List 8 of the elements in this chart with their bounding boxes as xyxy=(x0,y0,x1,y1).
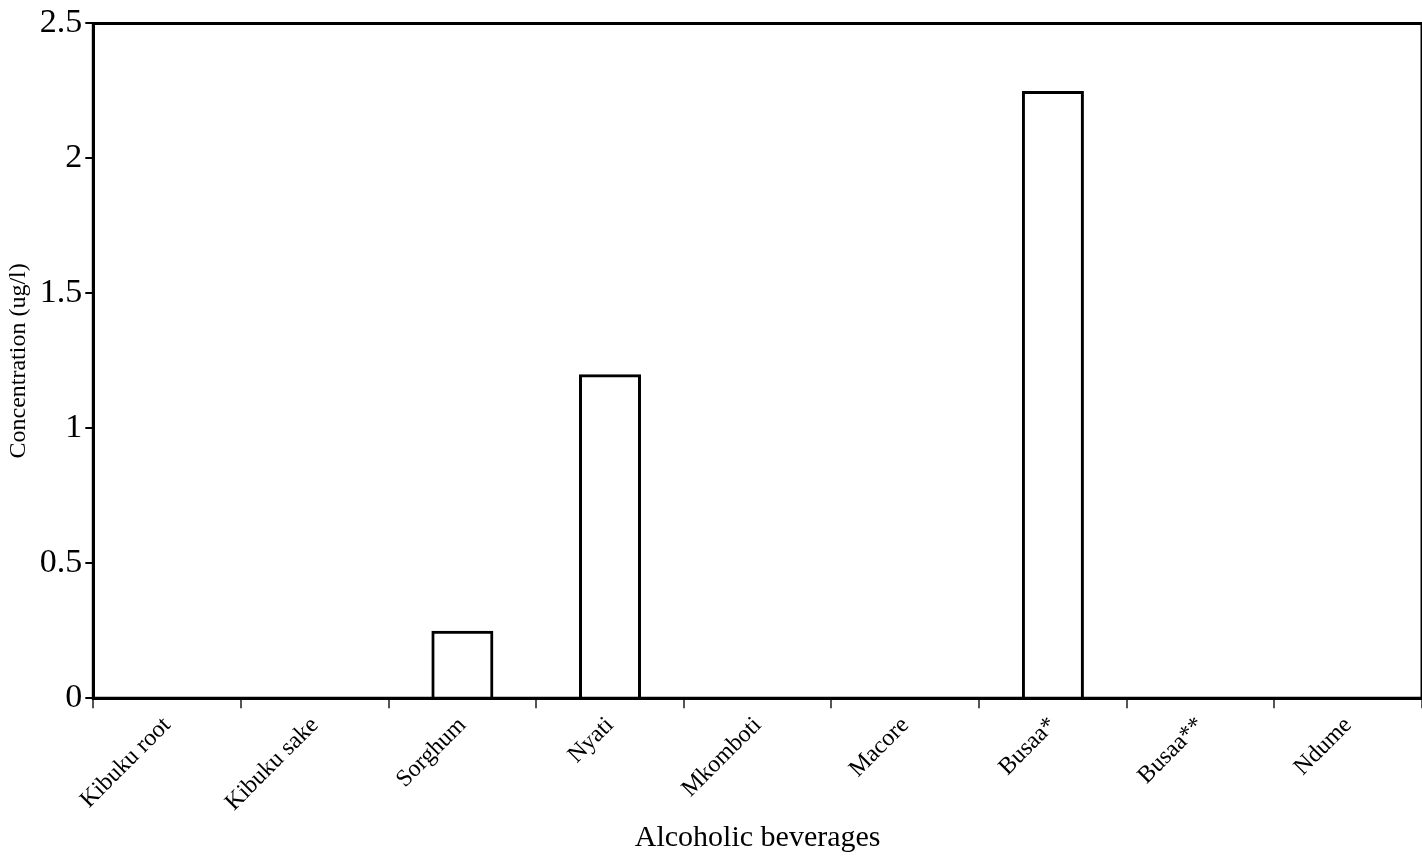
y-tick-label: 1.5 xyxy=(39,272,83,310)
y-tick-label: 2.5 xyxy=(39,2,83,40)
y-tick-label: 0.5 xyxy=(39,542,83,580)
y-tick-label: 1 xyxy=(65,407,83,445)
y-axis-title: Concentration (ug/l) xyxy=(3,263,30,459)
x-axis-title: Alcoholic beverages xyxy=(634,818,881,852)
y-tick-label: 2 xyxy=(65,137,83,175)
y-tick-label: 0 xyxy=(65,677,83,715)
